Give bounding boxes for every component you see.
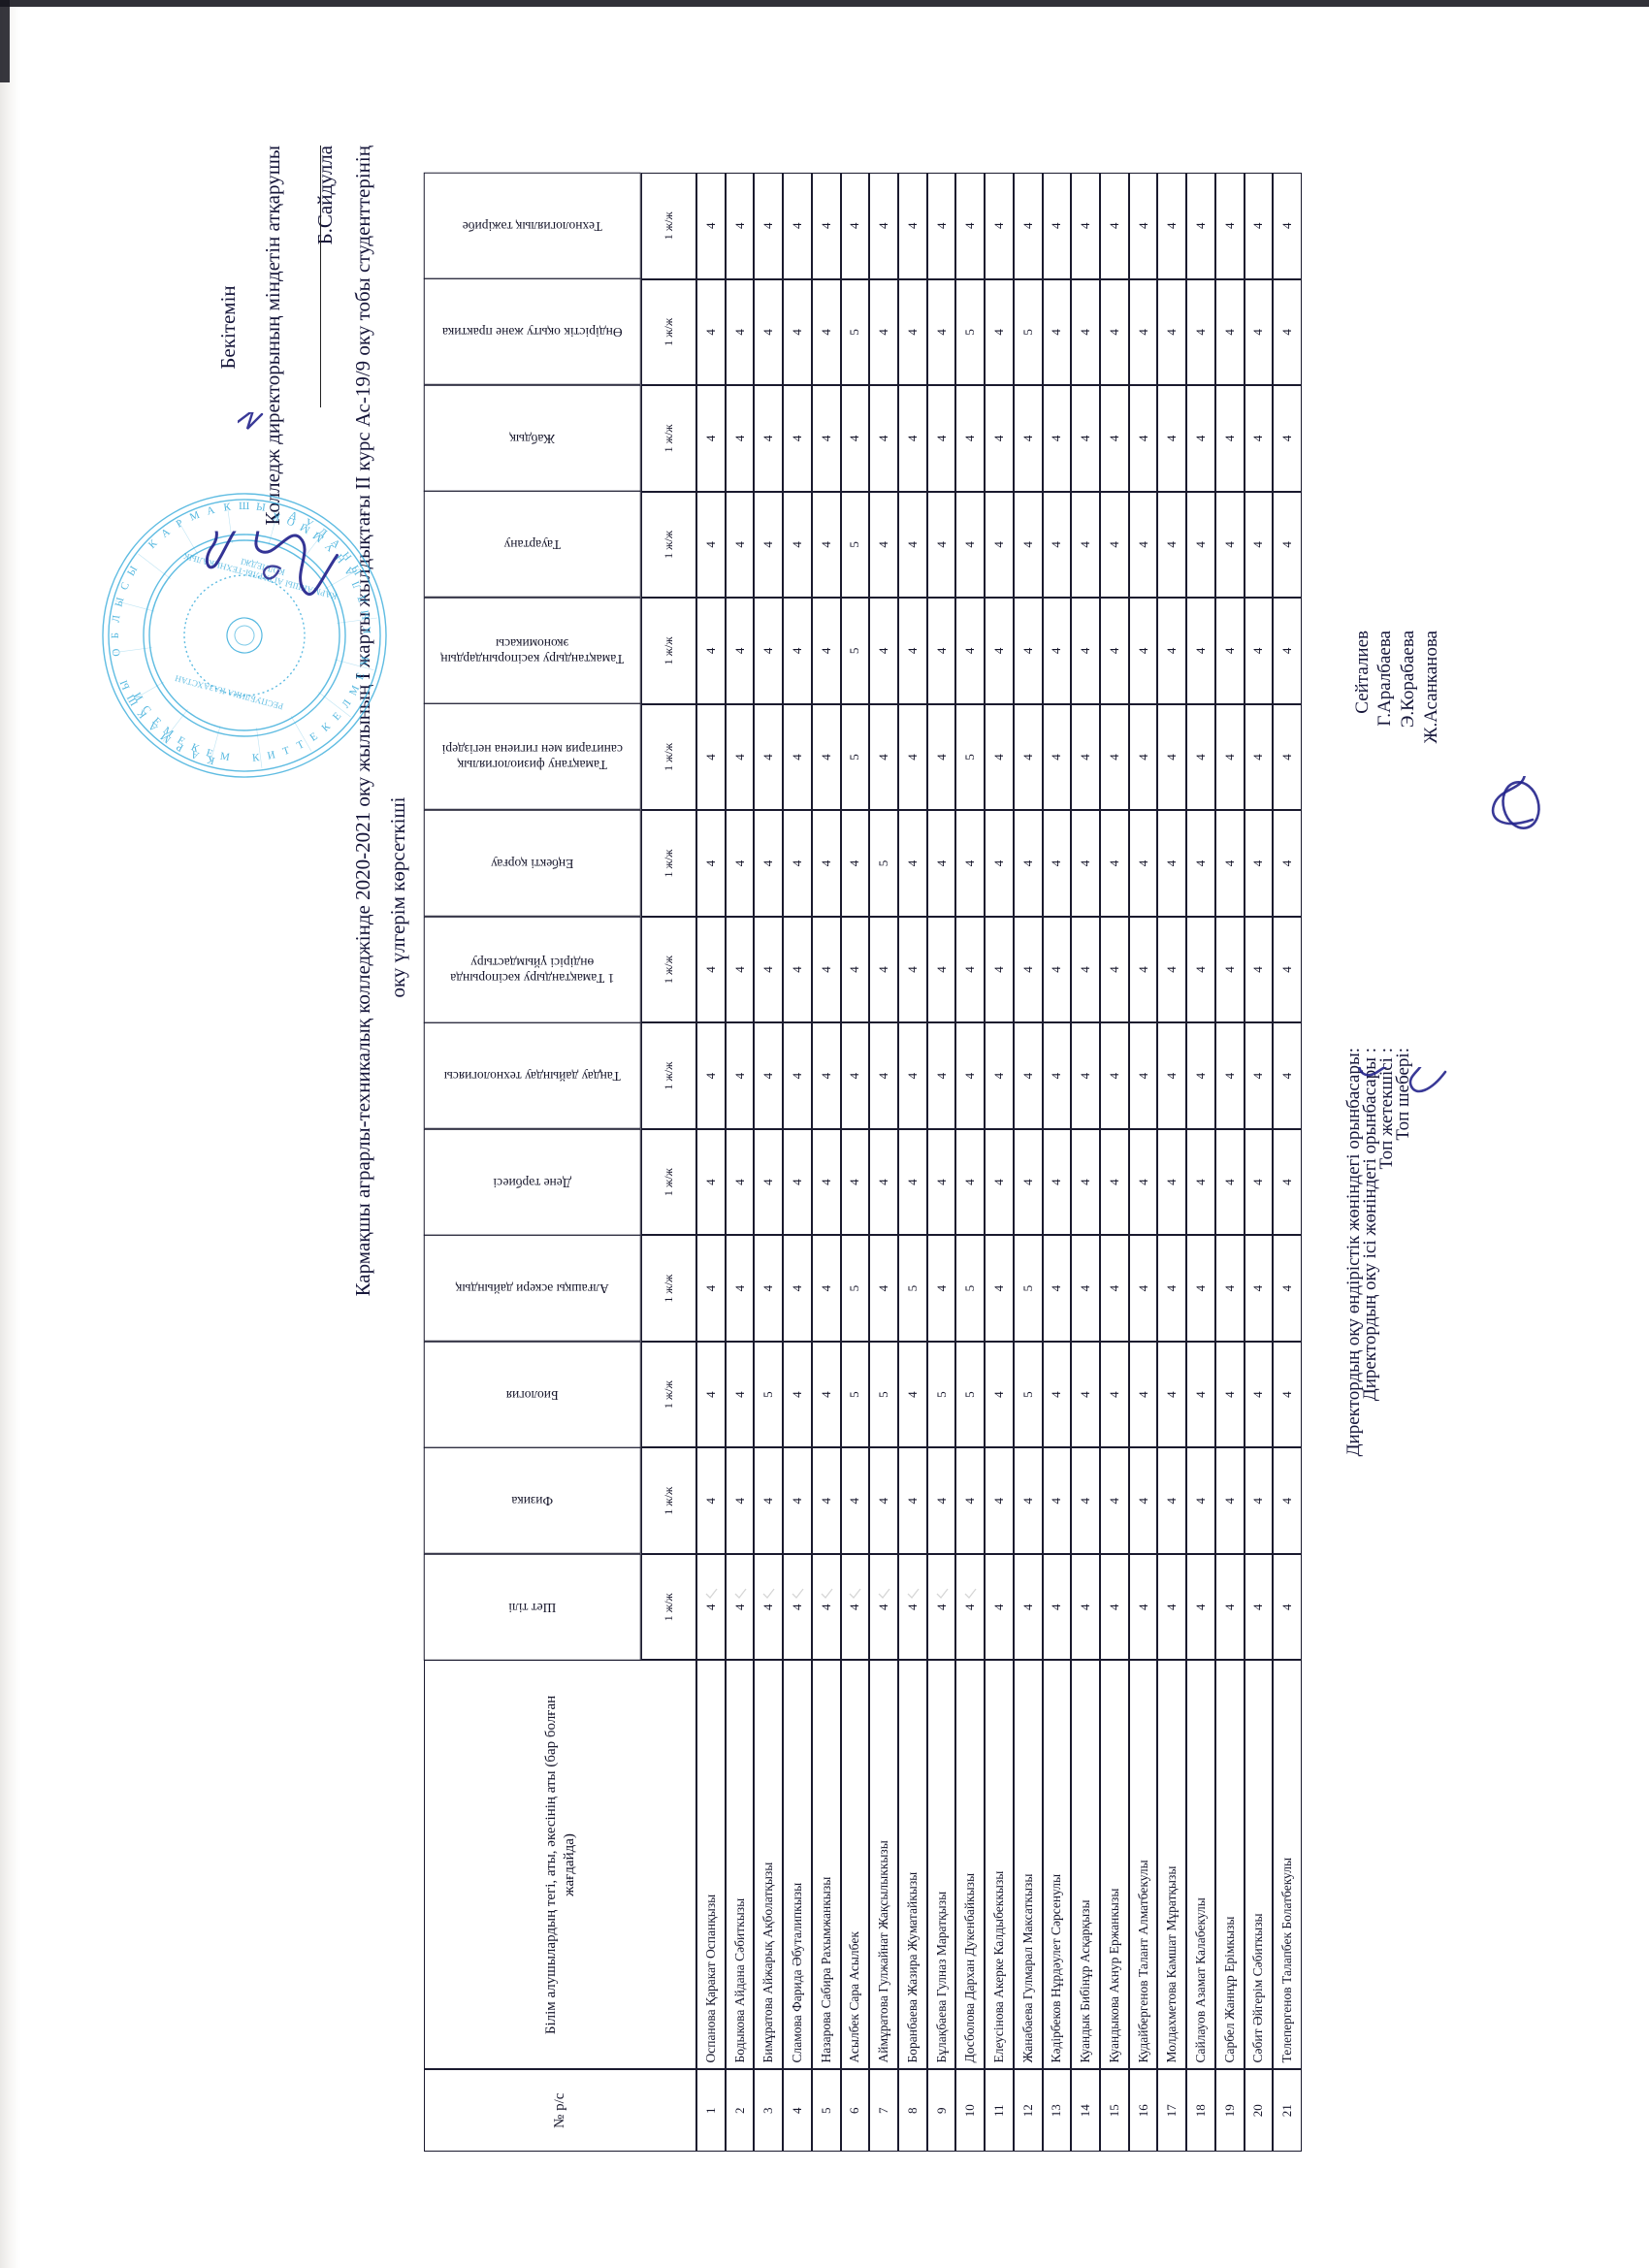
svg-text:К: К [271,509,281,523]
svg-text:С: С [118,581,132,592]
svg-text:Б: Б [110,632,121,638]
svg-text:К: К [320,721,334,734]
svg-text:К: К [252,752,261,764]
svg-text:М: М [358,655,372,666]
svg-text:Е: Е [307,730,320,744]
svg-text:Ы: Ы [359,608,372,620]
svg-text:К: К [362,626,373,633]
svg-text:А: А [159,526,173,539]
svg-text:М: М [188,509,202,524]
svg-text:Т: Т [281,745,292,759]
svg-text:Л: Л [350,579,364,591]
svg-text:Л: Л [340,697,353,710]
svg-text:Ш: Ш [239,501,249,512]
svg-text:Т: Т [295,738,307,752]
svg-text:РЕСПУБЛИКА КАЗАХСТАН: РЕСПУБЛИКА КАЗАХСТАН [174,673,284,712]
svg-text:М: М [347,684,362,697]
svg-text:А: А [206,504,216,518]
svg-text:Ы: Ы [255,502,266,514]
svg-text:Е: Е [354,671,368,682]
svg-text:Л: Л [111,614,123,623]
svg-text:Е: Е [331,710,344,723]
svg-text:Ы: Ы [118,678,133,692]
svg-text:И: И [266,749,275,761]
svg-text:Д: Д [356,594,370,604]
svg-text:М: М [219,751,231,763]
